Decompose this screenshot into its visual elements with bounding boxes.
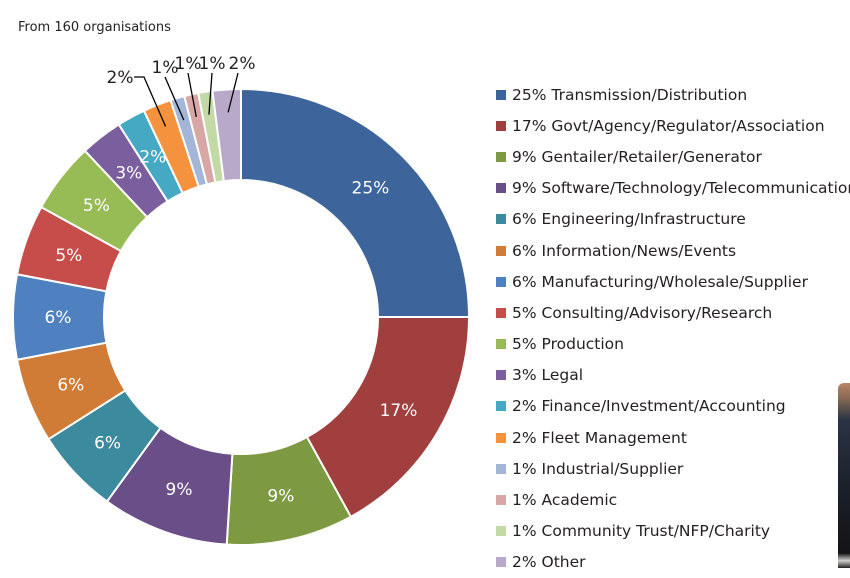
slice-label: 6% (45, 308, 72, 328)
legend-label: 1% Academic (512, 491, 618, 510)
legend-item: 2% Other (496, 547, 850, 578)
slice-label: 25% (352, 179, 390, 199)
legend-label: 9% Software/Technology/Telecommunication… (512, 179, 850, 198)
legend-item: 1% Community Trust/NFP/Charity (496, 516, 850, 547)
slice-label: 9% (267, 487, 294, 507)
legend-swatch (496, 245, 506, 256)
legend-item: 5% Consulting/Advisory/Research (496, 297, 850, 328)
legend-label: 2% Other (512, 553, 586, 572)
legend-item: 2% Finance/Investment/Accounting (496, 391, 850, 422)
legend-label: 5% Production (512, 335, 624, 354)
slice-label: 1% (175, 54, 202, 74)
legend-swatch (496, 526, 506, 537)
legend-label: 2% Fleet Management (512, 428, 687, 447)
legend-swatch (496, 401, 506, 412)
legend-item: 2% Fleet Management (496, 422, 850, 453)
legend-swatch (496, 432, 506, 443)
leader-line (187, 72, 197, 118)
legend-swatch (496, 151, 506, 162)
legend-label: 6% Information/News/Events (512, 241, 737, 260)
legend-label: 1% Industrial/Supplier (512, 459, 684, 478)
legend-swatch (496, 214, 506, 225)
legend-label: 25% Transmission/Distribution (512, 85, 748, 104)
legend-swatch (496, 463, 506, 474)
legend-item: 5% Production (496, 329, 850, 360)
legend-item: 3% Legal (496, 360, 850, 391)
legend-item: 9% Software/Technology/Telecommunication… (496, 173, 850, 204)
partial-photo (838, 383, 850, 568)
donut-slice (211, 87, 242, 183)
slice-label: 2% (229, 54, 256, 74)
slice-label: 1% (199, 54, 226, 74)
legend-item: 17% Govt/Agency/Regulator/Association (496, 110, 850, 141)
slice-label: 9% (166, 480, 193, 500)
legend-label: 17% Govt/Agency/Regulator/Association (512, 116, 825, 135)
legend-label: 2% Finance/Investment/Accounting (512, 397, 786, 416)
legend-swatch (496, 557, 506, 568)
legend-label: 6% Manufacturing/Wholesale/Supplier (512, 272, 808, 291)
slice-label: 2% (139, 148, 166, 168)
slice-label: 6% (57, 375, 84, 395)
slice-label: 2% (107, 68, 134, 88)
slice-label: 5% (55, 246, 82, 266)
legend-label: 6% Engineering/Infrastructure (512, 210, 746, 229)
legend-item: 1% Academic (496, 484, 850, 515)
legend-swatch (496, 89, 506, 100)
legend-swatch (496, 276, 506, 287)
legend-label: 5% Consulting/Advisory/Research (512, 303, 773, 322)
slice-label: 5% (83, 196, 110, 216)
donut-slice (240, 87, 471, 318)
legend-swatch (496, 495, 506, 506)
legend-item: 6% Information/News/Events (496, 235, 850, 266)
legend-swatch (496, 339, 506, 350)
leader-line (134, 76, 167, 127)
slice-label: 1% (152, 58, 179, 78)
chart-legend: 25% Transmission/Distribution 17% Govt/Ag… (496, 79, 850, 578)
chart-subtitle: From 160 organisations (18, 20, 171, 35)
legend-item: 1% Industrial/Supplier (496, 453, 850, 484)
legend-label: 3% Legal (512, 366, 584, 385)
leader-line (164, 76, 185, 121)
donut-chart: 25%17%9%9%6%6%6%5%5%3%2%2% 1%1%1% 2% (12, 54, 471, 546)
legend-swatch (496, 120, 506, 131)
legend-item: 25% Transmission/Distribution (496, 79, 850, 110)
legend-swatch (496, 307, 506, 318)
legend-swatch (496, 183, 506, 194)
legend-label: 1% Community Trust/NFP/Charity (512, 522, 771, 541)
legend-item: 6% Engineering/Infrastructure (496, 204, 850, 235)
legend-label: 9% Gentailer/Retailer/Generator (512, 147, 762, 166)
legend-item: 9% Gentailer/Retailer/Generator (496, 141, 850, 172)
slice-label: 6% (94, 433, 121, 453)
slice-label: 17% (380, 401, 418, 421)
slice-label: 3% (115, 163, 142, 183)
legend-swatch (496, 370, 506, 381)
legend-item: 6% Manufacturing/Wholesale/Supplier (496, 266, 850, 297)
leader-line (227, 72, 239, 113)
leader-line (208, 72, 213, 115)
